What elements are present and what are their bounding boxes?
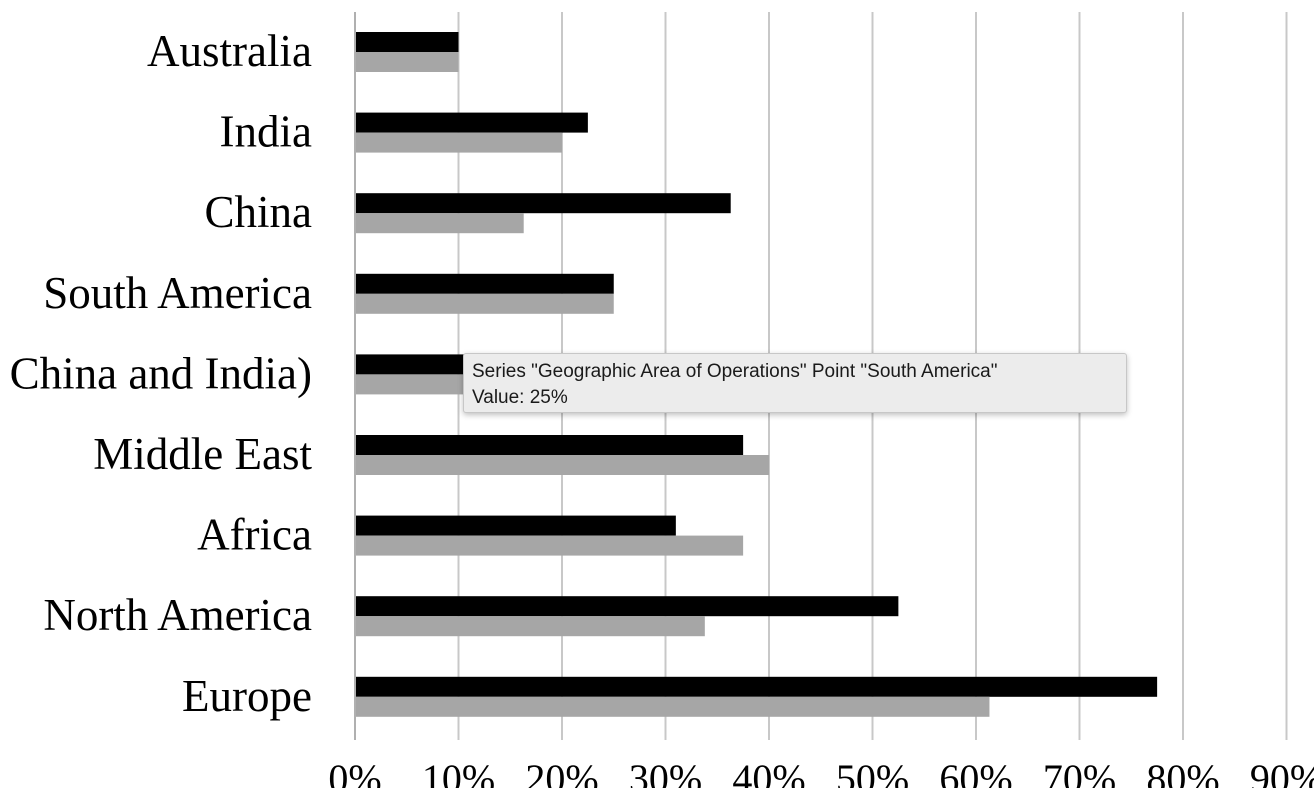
category-label: North America <box>43 590 312 640</box>
bar-series-1[interactable] <box>355 273 614 294</box>
bar-series-2[interactable] <box>355 535 744 556</box>
category-labels: Australia India China South America China an… <box>10 26 313 721</box>
bar-series-2[interactable] <box>355 696 990 717</box>
bar-series-1[interactable] <box>355 435 744 455</box>
bar-series-2[interactable] <box>355 616 705 637</box>
bar-series-1[interactable] <box>355 193 731 214</box>
bar-series-2[interactable] <box>355 374 469 395</box>
x-tick-label: 90% <box>1250 756 1314 788</box>
x-tick-label: 60% <box>939 756 1012 788</box>
x-tick-label: 40% <box>732 756 805 788</box>
bar-series-1[interactable] <box>355 32 459 52</box>
chart-tooltip: Series "Geographic Area of Operations" P… <box>463 353 1127 413</box>
bar-series-1[interactable] <box>355 515 676 536</box>
x-tick-label: 20% <box>525 756 598 788</box>
bar-series-2[interactable] <box>355 213 524 234</box>
x-tick-label: 50% <box>836 756 909 788</box>
bar-series-1[interactable] <box>355 354 469 375</box>
x-tick-label: 80% <box>1146 756 1219 788</box>
category-label: China and India) <box>10 348 312 398</box>
tooltip-value-line: Value: 25% <box>472 387 568 408</box>
category-label: China <box>205 187 313 237</box>
x-tick-label: 70% <box>1043 756 1116 788</box>
bar-series-1[interactable] <box>355 676 1158 697</box>
bar-series-1[interactable] <box>355 596 899 617</box>
bar-series-2[interactable] <box>355 52 459 72</box>
bar-series-2[interactable] <box>355 132 562 153</box>
tooltip-series-line: Series "Geographic Area of Operations" P… <box>472 361 998 382</box>
category-label: Middle East <box>93 429 312 479</box>
category-label: Africa <box>197 510 312 560</box>
category-label: Europe <box>182 671 312 721</box>
x-tick-label: 10% <box>422 756 495 788</box>
bar-series-2[interactable] <box>355 455 769 475</box>
x-tick-label: 0% <box>328 756 381 788</box>
bars <box>355 32 1158 717</box>
category-label: Australia <box>147 26 312 76</box>
bar-series-2[interactable] <box>355 293 614 314</box>
category-label: South America <box>43 268 312 318</box>
x-tick-label: 30% <box>629 756 702 788</box>
category-label: India <box>220 107 312 157</box>
bar-series-1[interactable] <box>355 112 588 133</box>
x-tick-labels: 0% 10% 20% 30% 40% 50% 60% 70% 80% 90% <box>328 756 1314 788</box>
